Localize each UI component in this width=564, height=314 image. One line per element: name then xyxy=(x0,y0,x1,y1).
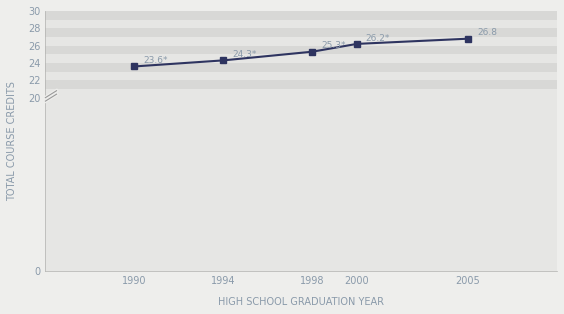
Bar xyxy=(46,63,557,72)
Bar xyxy=(46,28,557,37)
Bar xyxy=(46,72,557,80)
Bar xyxy=(46,80,557,89)
Text: 25.3*: 25.3* xyxy=(321,41,346,51)
Text: 23.6*: 23.6* xyxy=(143,56,168,65)
Text: 24.3*: 24.3* xyxy=(232,50,257,59)
Y-axis label: TOTAL COURSE CREDITS: TOTAL COURSE CREDITS xyxy=(7,81,17,201)
Bar xyxy=(46,19,557,28)
Bar xyxy=(46,98,557,271)
Bar xyxy=(46,37,557,46)
X-axis label: HIGH SCHOOL GRADUATION YEAR: HIGH SCHOOL GRADUATION YEAR xyxy=(218,297,384,307)
Text: 26.8: 26.8 xyxy=(477,28,497,37)
Bar xyxy=(46,11,557,19)
Bar xyxy=(46,46,557,54)
Bar xyxy=(46,89,557,98)
Text: 26.2*: 26.2* xyxy=(365,34,390,43)
Bar xyxy=(46,54,557,63)
